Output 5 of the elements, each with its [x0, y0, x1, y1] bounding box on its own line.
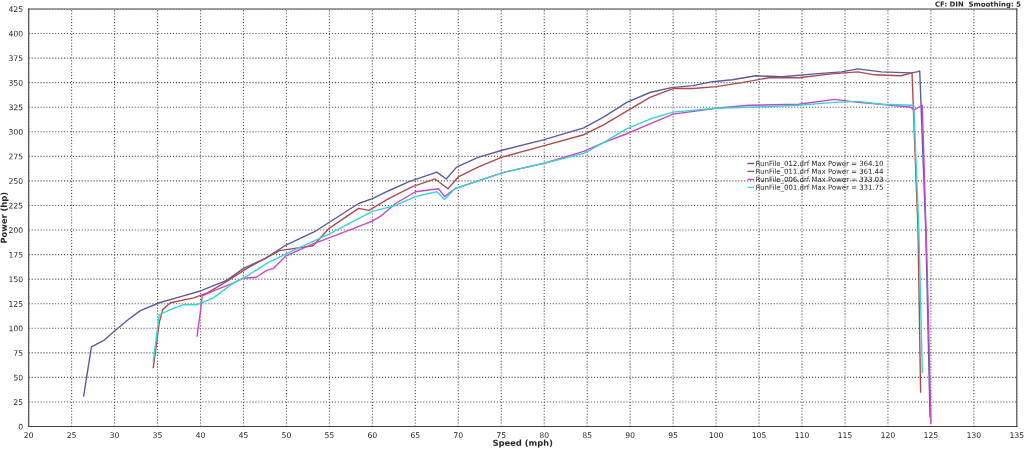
line-series	[82, 68, 931, 418]
x-axis-title: Speed (mph)	[493, 439, 553, 448]
line-series	[152, 100, 924, 374]
y-axis-title: Power (hp)	[0, 192, 9, 243]
line-series	[152, 71, 922, 393]
